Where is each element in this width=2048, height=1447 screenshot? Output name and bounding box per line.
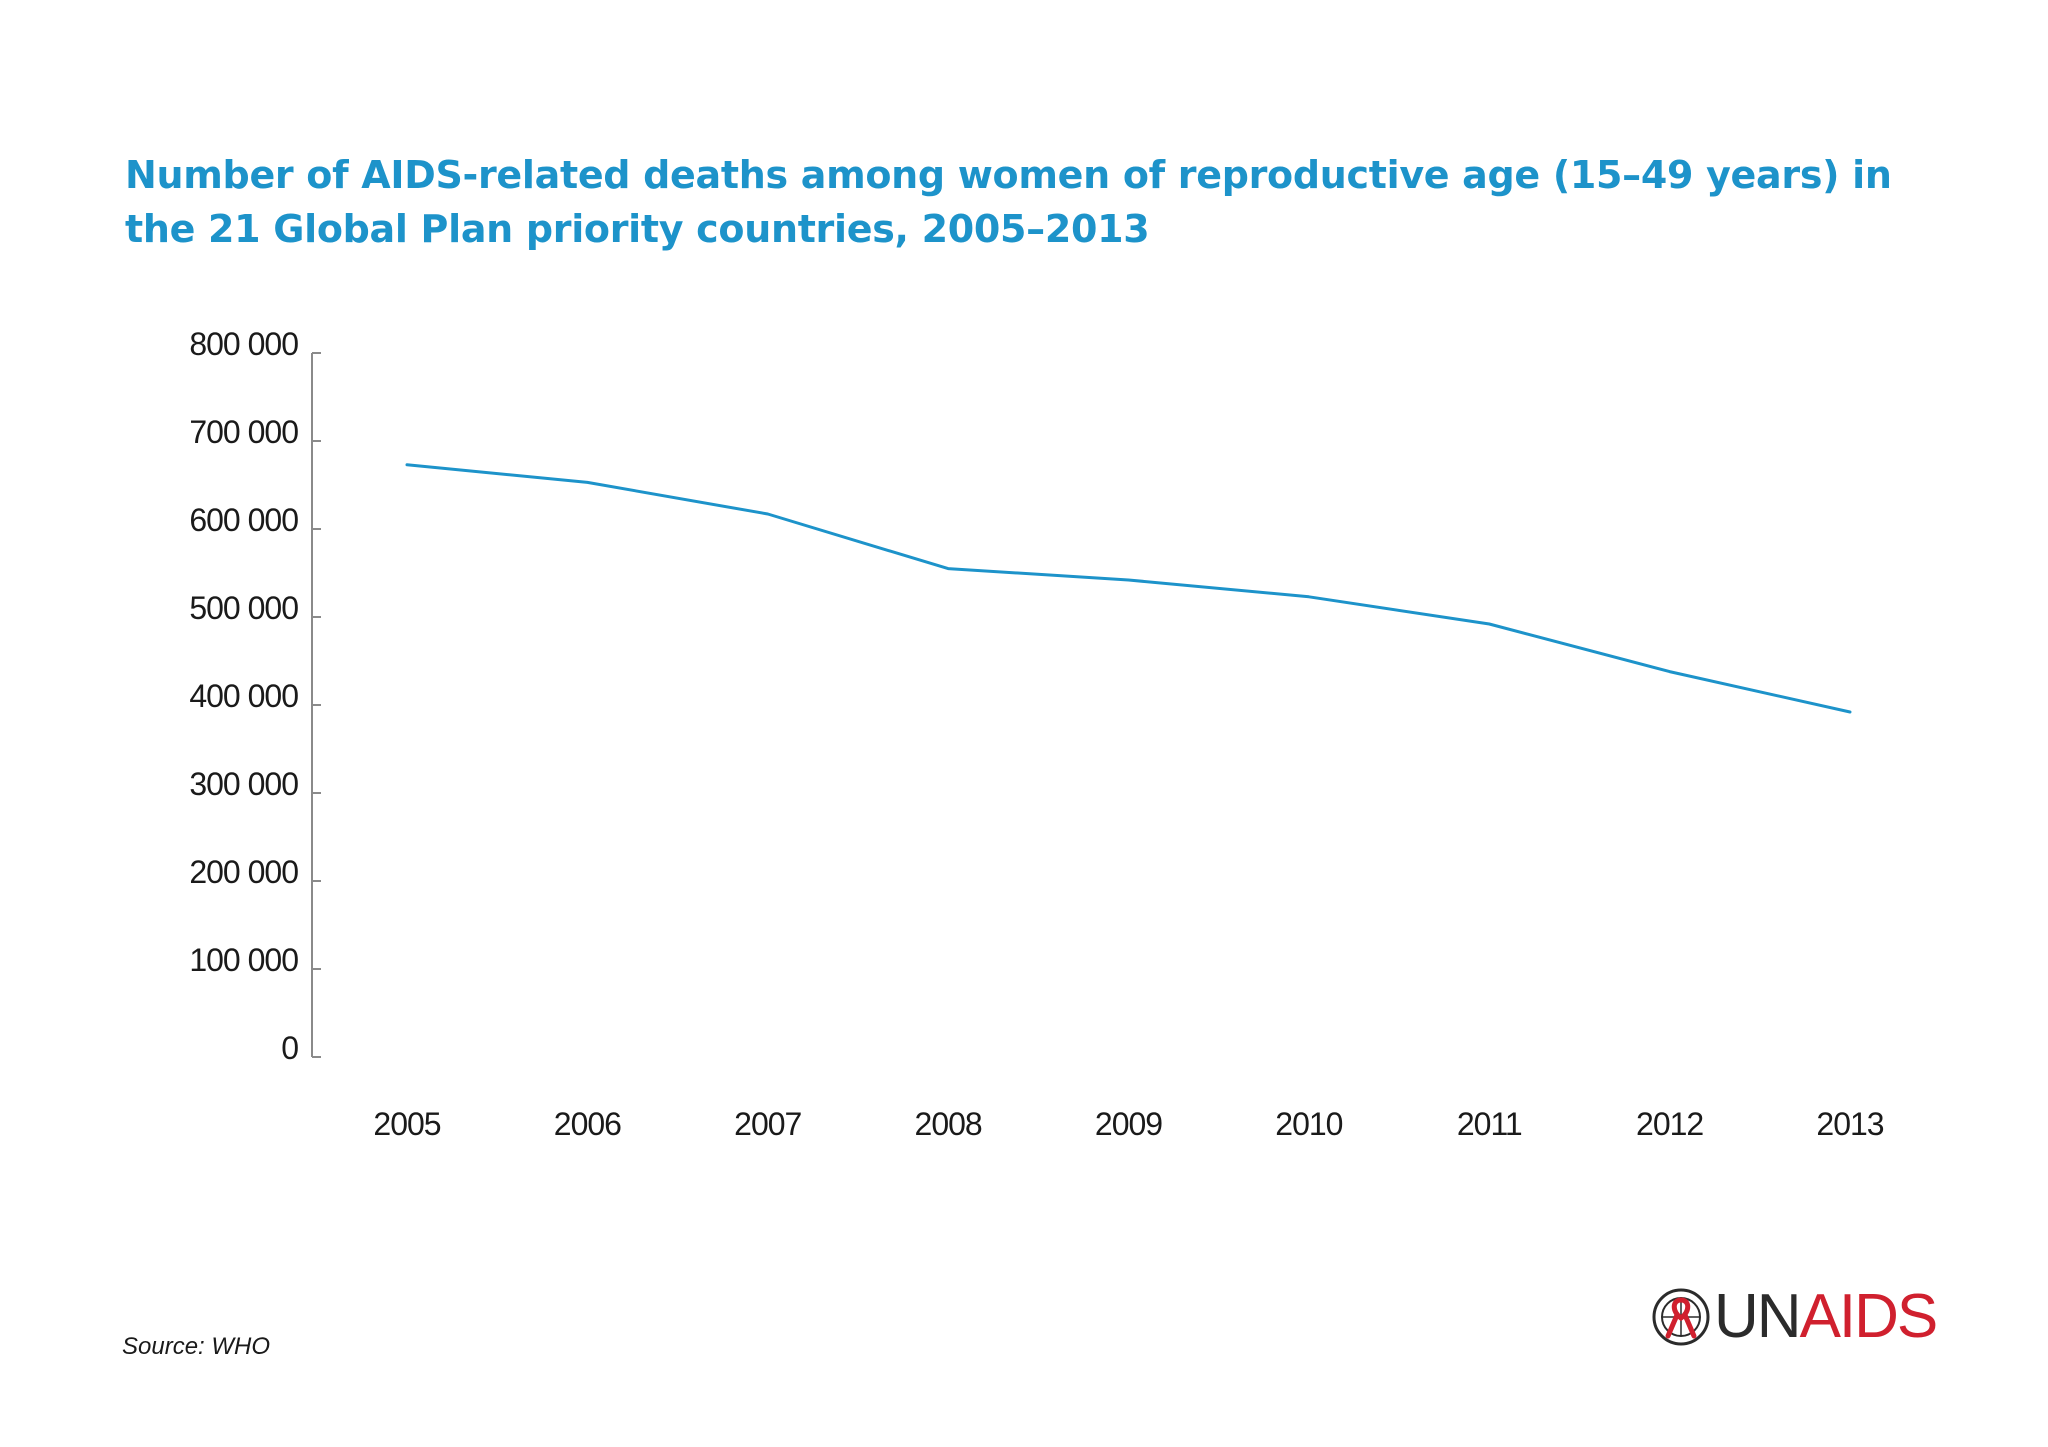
source-note: Source: WHO — [122, 1333, 271, 1360]
y-tick-label: 200 000 — [189, 854, 298, 890]
x-tick-label: 2013 — [1816, 1106, 1883, 1142]
y-tick-label: 100 000 — [189, 942, 298, 978]
y-tick-label: 300 000 — [189, 766, 298, 802]
x-tick-label: 2007 — [734, 1106, 801, 1142]
y-tick-label: 800 000 — [189, 326, 298, 362]
y-tick-label: 600 000 — [189, 502, 298, 538]
unaids-logo: UNAIDS — [1650, 1282, 1938, 1352]
x-tick-label: 2011 — [1457, 1106, 1522, 1142]
x-tick-label: 2009 — [1095, 1106, 1162, 1142]
logo-text-un: UN — [1714, 1282, 1802, 1351]
y-tick-label: 500 000 — [189, 590, 298, 626]
series-line — [405, 463, 1852, 714]
logo-text-aids: AIDS — [1799, 1282, 1939, 1351]
logo-wordmark: UNAIDS — [1714, 1286, 1938, 1348]
x-tick-label: 2005 — [373, 1106, 440, 1142]
series-layer — [405, 463, 1852, 714]
x-tick-label: 2010 — [1275, 1106, 1342, 1142]
y-tick-label: 0 — [281, 1030, 298, 1066]
chart-title: Number of AIDS-related deaths among wome… — [125, 153, 1892, 251]
x-tick-label: 2008 — [915, 1106, 982, 1142]
y-tick-label: 700 000 — [189, 414, 298, 450]
y-axis: 0 100 000 200 000 300 000 400 000 500 000 600 … — [189, 326, 321, 1066]
y-tick-label: 400 000 — [189, 678, 298, 714]
x-tick-label: 2006 — [554, 1106, 621, 1142]
un-emblem-ribbon-icon — [1652, 1288, 1710, 1346]
x-axis: 2005 2006 2007 2008 2009 2010 2011 2012 2013 — [373, 1106, 1884, 1142]
x-tick-label: 2012 — [1636, 1106, 1703, 1142]
